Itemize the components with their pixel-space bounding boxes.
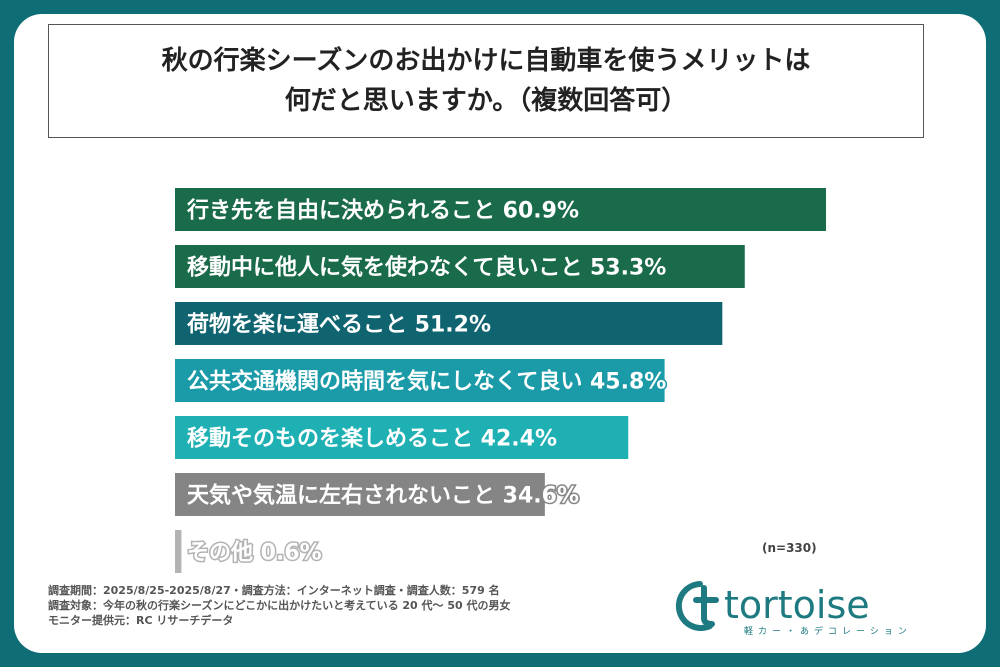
tortoise-logo: tortoise 軽カー・あデコレーション: [675, 581, 912, 637]
bar-4: [175, 359, 665, 402]
bar-6: [175, 473, 545, 516]
survey-footer: 調査期間：2025/8/25-2025/8/27・調査方法：インターネット調査・…: [48, 583, 511, 628]
footer-line1: 調査期間：2025/8/25-2025/8/27・調査方法：インターネット調査・…: [48, 584, 500, 597]
chart-title-box: 秋の行楽シーズンのお出かけに自動車を使うメリットは 何だと思いますか。（複数回答…: [48, 24, 924, 138]
chart-title-line2: 何だと思いますか。（複数回答可）: [284, 86, 688, 116]
bar-7: [175, 530, 182, 573]
bar-1: [175, 188, 826, 231]
chart-title-line1: 秋の行楽シーズンのお出かけに自動車を使うメリットは: [161, 46, 811, 76]
bar-label-3: 荷物を楽に運べること 51.2%: [187, 312, 491, 338]
bar-label-2: 移動中に他人に気を使わなくて良いこと 53.3%: [187, 255, 666, 281]
footer-line2: 調査対象：今年の秋の行楽シーズンにどこかに出かけたいと考えている 20 代〜 5…: [48, 599, 511, 612]
bar-label-7: その他 0.6%: [187, 541, 322, 566]
tortoise-logo-mark: [675, 581, 719, 631]
bar-label-1: 行き先を自由に決められること 60.9%: [186, 198, 579, 224]
bar-3: [175, 302, 723, 345]
bar-label-5: 移動そのものを楽しめること 42.4%: [187, 426, 557, 452]
bar-label-6: 天気や気温に左右されないこと 34.6%: [187, 483, 579, 509]
footer-line3: モニター提供元：RC リサーチデータ: [48, 614, 234, 627]
logo-tagline: 軽カー・あデコレーション: [744, 625, 912, 637]
bar-5: [175, 416, 629, 459]
sample-size-note: (n=330): [762, 541, 817, 555]
bar-2: [175, 245, 745, 288]
bar-label-4: 公共交通機関の時間を気にしなくて良い 45.8%: [187, 369, 666, 395]
logo-wordmark: tortoise: [724, 583, 870, 627]
